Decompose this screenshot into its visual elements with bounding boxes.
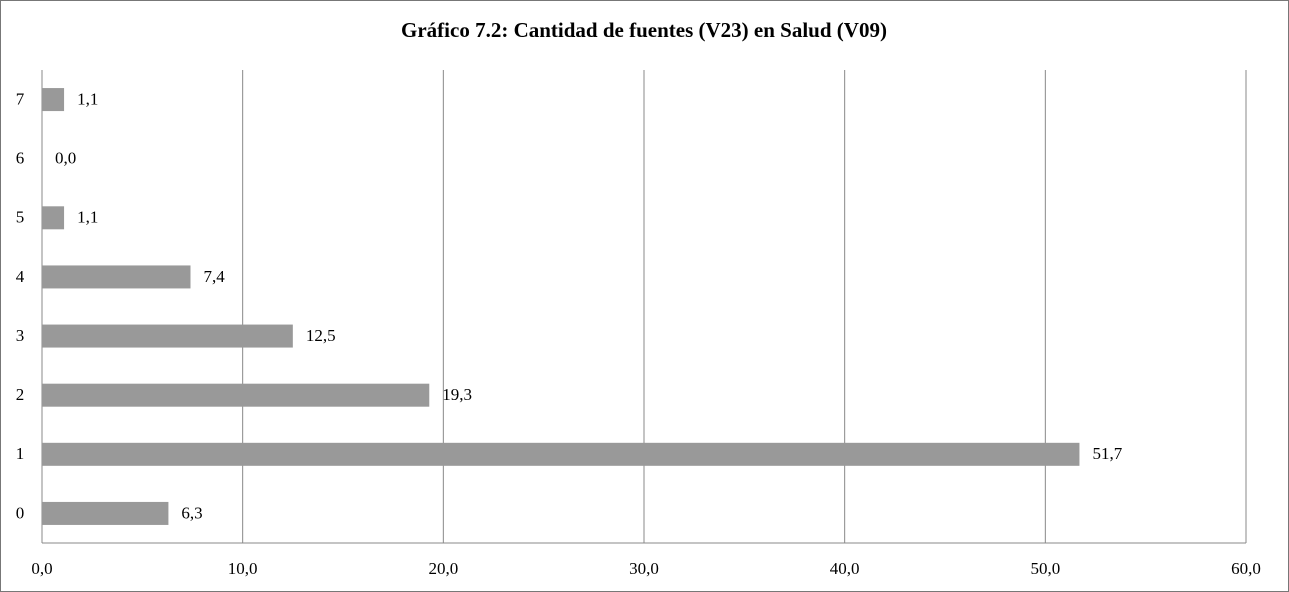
bar [42,501,169,525]
y-tick-label: 6 [16,149,25,168]
value-label: 12,5 [306,326,336,345]
bar [42,88,65,112]
chart-title: Gráfico 7.2: Cantidad de fuentes (V23) e… [401,18,887,42]
value-label: 51,7 [1092,444,1122,463]
x-tick-label: 0,0 [31,559,52,578]
value-label: 0,0 [55,149,76,168]
value-label: 19,3 [442,385,472,404]
value-label: 1,1 [77,89,98,108]
bar [42,265,191,289]
bar [42,324,293,348]
y-tick-label: 2 [16,385,25,404]
y-tick-label: 7 [16,89,25,108]
value-label: 1,1 [77,208,98,227]
y-tick-label: 3 [16,326,25,345]
bar [42,383,430,407]
y-tick-label: 5 [16,208,25,227]
bar [42,206,65,230]
y-tick-label: 1 [16,444,25,463]
x-tick-label: 40,0 [830,559,860,578]
value-label: 7,4 [203,267,225,286]
x-tick-label: 60,0 [1231,559,1261,578]
x-tick-label: 50,0 [1030,559,1060,578]
y-tick-label: 0 [16,503,25,522]
bar [42,442,1080,466]
x-tick-label: 10,0 [228,559,258,578]
x-tick-label: 20,0 [428,559,458,578]
x-tick-label: 30,0 [629,559,659,578]
value-label: 6,3 [181,503,202,522]
y-tick-label: 4 [16,267,25,286]
